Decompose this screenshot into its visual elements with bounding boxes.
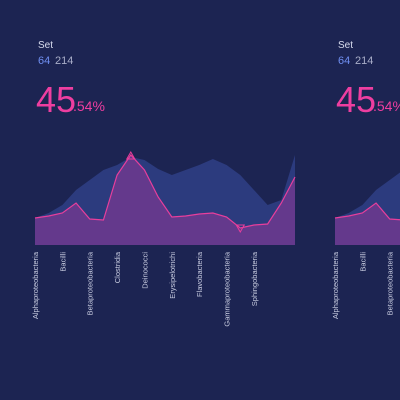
stat-primary: 64 xyxy=(38,55,50,67)
headline: 45 xyxy=(336,79,376,120)
min-marker xyxy=(235,224,246,234)
max-marker xyxy=(125,150,136,160)
line xyxy=(34,154,296,229)
area xyxy=(35,155,295,245)
x-tick-label: Bacilli xyxy=(58,252,67,272)
panel-title: Set xyxy=(38,40,53,51)
stat-primary: 64 xyxy=(338,55,350,67)
x-tick-label: Sphingobacteria xyxy=(250,251,259,306)
x-tick-label: Flavobacteria xyxy=(195,251,204,297)
x-tick-label: Deinococci xyxy=(140,252,149,289)
headline-suffix: .54% xyxy=(73,98,105,114)
x-tick-label: Erysipelotrichi xyxy=(168,252,177,299)
x-tick-label: Gammaproteobacteria xyxy=(223,251,232,326)
line xyxy=(334,202,400,221)
panel: Set 64 214 45.54% Alphaproteobacteria Bacilli… xyxy=(31,40,296,327)
x-tick-label: Bacilli xyxy=(358,252,367,272)
panel: Set 64 214 45.54% Alphaproteobacteria Bacilli… xyxy=(331,40,400,319)
panel-title: Set xyxy=(338,40,353,51)
stat-secondary: 214 xyxy=(55,55,73,67)
x-tick-label: Alphaproteobacteria xyxy=(31,251,40,319)
x-tick-label: Clostridia xyxy=(113,251,122,283)
x-tick-label: Betaproteobacteria xyxy=(386,251,395,315)
stat-secondary: 214 xyxy=(355,55,373,67)
area xyxy=(335,203,400,245)
headline: 45 xyxy=(36,79,76,120)
x-tick-label: Betaproteobacteria xyxy=(86,251,95,315)
headline-suffix: .54% xyxy=(373,98,400,114)
x-tick-label: Alphaproteobacteria xyxy=(331,251,340,319)
